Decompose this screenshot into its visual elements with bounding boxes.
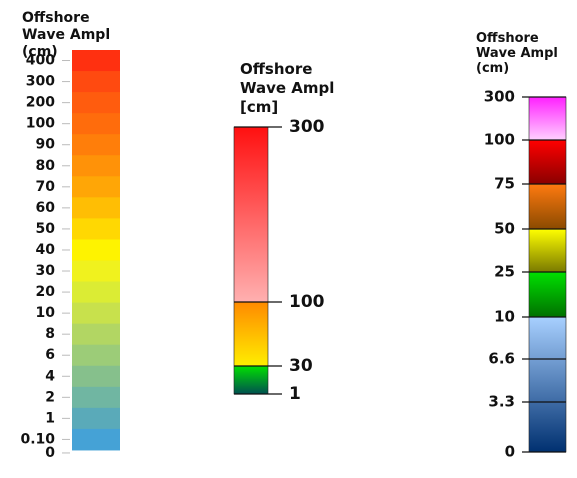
- tick-label: 0.10: [20, 431, 55, 447]
- tick-label: 60: [36, 200, 56, 216]
- tick-label: 1: [289, 384, 301, 404]
- tick-label: 100: [484, 131, 515, 149]
- legend-title-line: Wave Ampl: [476, 46, 558, 61]
- tick-label: 10: [494, 308, 515, 326]
- color-band: [72, 176, 120, 198]
- color-band: [72, 386, 120, 409]
- legend-title-line: [cm]: [240, 98, 279, 116]
- tick-label: 0: [45, 445, 55, 461]
- color-segment: [234, 366, 268, 394]
- tick-label: 0: [505, 443, 515, 461]
- tick-label: 50: [494, 220, 515, 238]
- legend-title-line: Offshore: [476, 31, 539, 46]
- tick-label: 40: [36, 242, 56, 258]
- color-band: [72, 407, 120, 430]
- tick-label: 100: [289, 292, 325, 312]
- color-segment: [529, 140, 566, 184]
- color-segment: [234, 302, 268, 366]
- color-band: [72, 239, 120, 261]
- color-segment: [529, 97, 566, 140]
- color-band: [72, 197, 120, 219]
- tick-label: 300: [26, 74, 55, 90]
- tick-label: 4: [45, 368, 55, 384]
- color-segment: [234, 127, 268, 302]
- legend-title: Offshore Wave Ampl [cm]: [240, 60, 334, 117]
- color-segment: [529, 317, 566, 452]
- color-segment: [529, 272, 566, 317]
- legend-title-line: (cm): [22, 44, 58, 60]
- color-band: [72, 323, 120, 346]
- tick-label: 25: [494, 263, 515, 281]
- tick-label: 400: [26, 53, 55, 69]
- tick-label: 6: [45, 347, 55, 363]
- tick-label: 2: [45, 389, 55, 405]
- legend-title: Offshore Wave Ampl (cm): [476, 31, 558, 76]
- tick-label: 100: [26, 116, 55, 132]
- color-band: [72, 113, 120, 135]
- legend-title-line: Wave Ampl: [240, 79, 335, 97]
- tick-label: 75: [494, 175, 515, 193]
- legend-title-line: Offshore: [240, 60, 313, 78]
- color-band: [72, 428, 120, 451]
- tick-label: 30: [36, 263, 56, 279]
- tick-label: 30: [289, 356, 313, 376]
- color-band: [72, 50, 120, 72]
- color-band: [72, 302, 120, 325]
- tick-label: 8: [45, 326, 55, 342]
- tick-label: 300: [289, 117, 325, 137]
- color-segment: [529, 229, 566, 272]
- tick-label: 200: [26, 95, 55, 111]
- tick-label: 50: [36, 221, 56, 237]
- tick-label: 10: [36, 305, 56, 321]
- tick-label: 90: [36, 137, 56, 153]
- color-band: [72, 365, 120, 388]
- tick-label: 70: [36, 179, 56, 195]
- color-band: [72, 260, 120, 283]
- color-band: [72, 92, 120, 114]
- color-band: [72, 218, 120, 240]
- tick-label: 20: [36, 284, 56, 300]
- color-band: [72, 71, 120, 93]
- legend-title: Offshore Wave Ampl (cm): [22, 10, 110, 61]
- color-band: [72, 344, 120, 367]
- color-segment: [529, 184, 566, 229]
- color-band: [72, 134, 120, 156]
- legend-title-line: Offshore: [22, 10, 90, 26]
- legend-title-line: Wave Ampl: [22, 27, 111, 43]
- color-band: [72, 155, 120, 177]
- color-band: [72, 281, 120, 304]
- tick-label: 80: [36, 158, 56, 174]
- tick-label: 1: [45, 410, 55, 426]
- tick-label: 300: [484, 88, 515, 106]
- tick-label: 6.6: [488, 350, 515, 368]
- legend-title-line: (cm): [476, 61, 510, 76]
- tick-label: 3.3: [488, 393, 515, 411]
